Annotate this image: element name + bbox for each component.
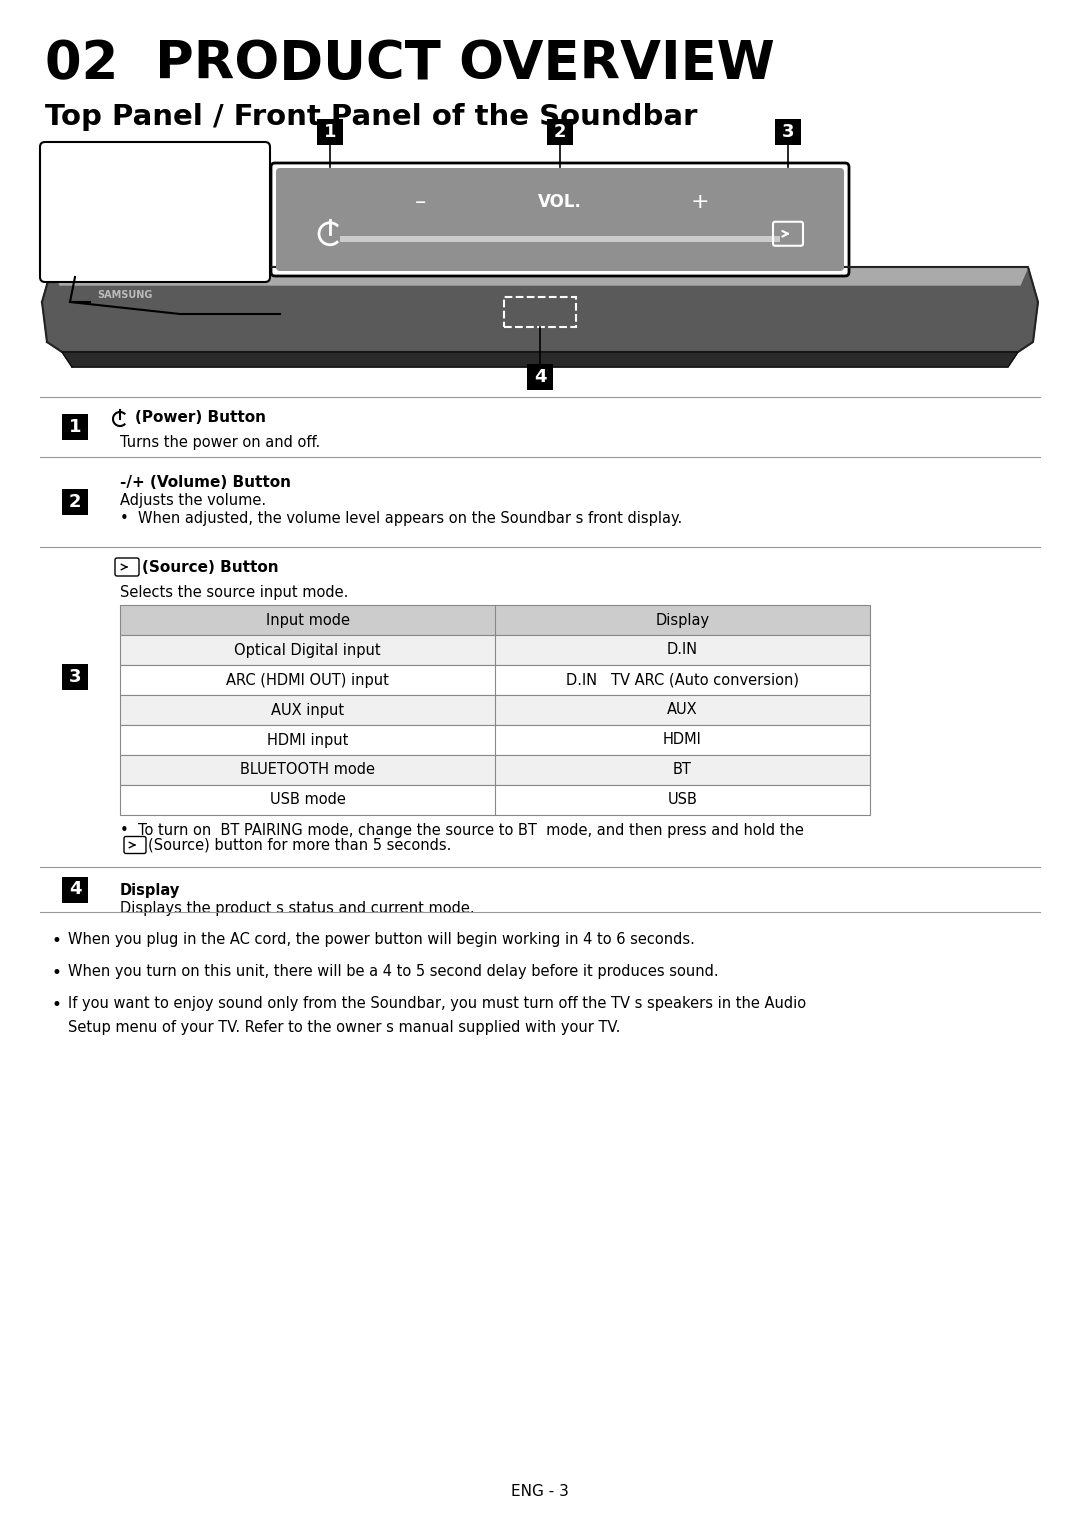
Text: -/+ (Volume) Button: -/+ (Volume) Button — [120, 475, 291, 490]
Text: ARC (HDMI OUT) input: ARC (HDMI OUT) input — [226, 673, 389, 688]
Text: USB mode: USB mode — [270, 792, 346, 807]
FancyBboxPatch shape — [62, 414, 87, 440]
Text: (Source) button for more than 5 seconds.: (Source) button for more than 5 seconds. — [148, 838, 451, 852]
Text: 4: 4 — [534, 368, 546, 386]
Text: Display: Display — [656, 613, 710, 628]
FancyBboxPatch shape — [527, 365, 553, 391]
Text: 2: 2 — [554, 123, 566, 141]
Text: (Power) Button: (Power) Button — [135, 409, 266, 424]
Text: Top Panel / Front Panel of the Soundbar: Top Panel / Front Panel of the Soundbar — [45, 103, 698, 132]
Text: •  To turn on  BT PAIRING mode, change the source to BT  mode, and then press an: • To turn on BT PAIRING mode, change the… — [120, 823, 804, 838]
Text: BLUETOOTH mode: BLUETOOTH mode — [240, 763, 375, 778]
Text: Display: Display — [120, 882, 180, 898]
Text: AUX: AUX — [667, 703, 698, 717]
Text: When you turn on this unit, there will be a 4 to 5 second delay before it produc: When you turn on this unit, there will b… — [68, 964, 718, 979]
Bar — [120, 755, 870, 784]
Text: –: – — [415, 193, 426, 213]
FancyBboxPatch shape — [276, 169, 843, 271]
Text: D.IN   TV ARC (Auto conversion): D.IN TV ARC (Auto conversion) — [566, 673, 799, 688]
Text: SAMSUNG: SAMSUNG — [97, 290, 152, 300]
Text: Input mode: Input mode — [266, 613, 350, 628]
Text: 4: 4 — [69, 881, 81, 898]
Text: D.IN: D.IN — [667, 642, 698, 657]
Text: AUX input: AUX input — [271, 703, 345, 717]
Bar — [120, 605, 870, 634]
Text: Selects the source input mode.: Selects the source input mode. — [120, 585, 349, 601]
Bar — [120, 725, 870, 755]
Text: 1: 1 — [69, 418, 81, 437]
Text: 1: 1 — [324, 123, 336, 141]
Text: HDMI input: HDMI input — [267, 732, 348, 748]
FancyBboxPatch shape — [775, 119, 801, 146]
Text: 3: 3 — [69, 668, 81, 686]
Text: Setup menu of your TV. Refer to the owner s manual supplied with your TV.: Setup menu of your TV. Refer to the owne… — [68, 1020, 620, 1036]
Bar — [504, 297, 576, 326]
Bar — [120, 784, 870, 815]
Polygon shape — [52, 267, 1028, 285]
Bar — [120, 634, 870, 665]
Text: VOL.: VOL. — [538, 193, 582, 211]
Text: •: • — [52, 964, 62, 982]
Text: Adjusts the volume.: Adjusts the volume. — [120, 493, 266, 509]
Text: 3: 3 — [782, 123, 794, 141]
Text: ENG - 3: ENG - 3 — [511, 1485, 569, 1500]
Text: 2: 2 — [69, 493, 81, 512]
Text: •  When adjusted, the volume level appears on the Soundbar s front display.: • When adjusted, the volume level appear… — [120, 512, 683, 525]
Text: (Source) Button: (Source) Button — [141, 559, 279, 574]
Text: When you plug in the AC cord, the power button will begin working in 4 to 6 seco: When you plug in the AC cord, the power … — [68, 931, 694, 947]
Bar — [120, 696, 870, 725]
Text: +: + — [691, 193, 710, 213]
Text: Position the product so
that the SAMSUNG logo
is located on the top.: Position the product so that the SAMSUNG… — [57, 162, 230, 227]
FancyBboxPatch shape — [318, 119, 343, 146]
FancyBboxPatch shape — [62, 876, 87, 902]
Text: Displays the product s status and current mode.: Displays the product s status and curren… — [120, 901, 474, 916]
Text: If you want to enjoy sound only from the Soundbar, you must turn off the TV s sp: If you want to enjoy sound only from the… — [68, 996, 806, 1011]
FancyBboxPatch shape — [271, 162, 849, 276]
Text: BT: BT — [673, 763, 692, 778]
Polygon shape — [62, 352, 1018, 368]
Text: USB: USB — [667, 792, 698, 807]
Text: HDMI: HDMI — [663, 732, 702, 748]
Bar — [340, 236, 780, 242]
Polygon shape — [42, 267, 1038, 352]
Bar — [120, 665, 870, 696]
FancyBboxPatch shape — [62, 663, 87, 689]
Text: •: • — [52, 931, 62, 950]
Text: •: • — [52, 996, 62, 1014]
FancyBboxPatch shape — [546, 119, 573, 146]
FancyBboxPatch shape — [62, 489, 87, 515]
Text: Optical Digital input: Optical Digital input — [234, 642, 381, 657]
Text: 02  PRODUCT OVERVIEW: 02 PRODUCT OVERVIEW — [45, 38, 774, 90]
Text: Turns the power on and off.: Turns the power on and off. — [120, 435, 321, 450]
FancyBboxPatch shape — [40, 142, 270, 282]
